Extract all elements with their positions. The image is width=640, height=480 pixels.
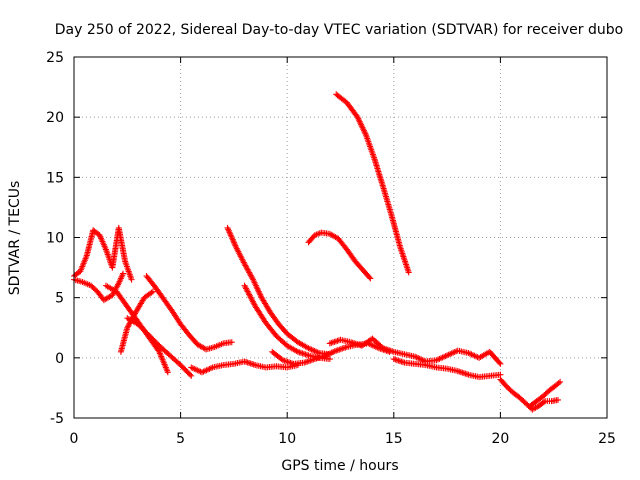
y-tick-label: 0	[55, 351, 64, 367]
data-point	[120, 270, 127, 277]
y-tick-label: 5	[55, 291, 64, 307]
data-point	[128, 276, 135, 283]
series-arc-14	[390, 356, 504, 381]
y-tick-label: 10	[46, 231, 64, 247]
x-tick-label: 20	[491, 431, 509, 447]
data-point	[188, 372, 195, 379]
x-tick-labels: 0 5 10 15 20 25	[70, 431, 616, 447]
y-tick-label: 20	[46, 110, 64, 126]
series-arc-4	[143, 273, 235, 353]
data-point	[367, 275, 374, 282]
series-arc-5	[124, 315, 195, 379]
data-points	[71, 91, 564, 413]
y-tick-labels: -5 0 5 10 15 20 25	[46, 50, 64, 427]
x-tick-label: 15	[385, 431, 403, 447]
data-point	[164, 369, 171, 376]
axis-ticks	[73, 56, 608, 419]
x-tick-label: 5	[176, 431, 185, 447]
data-point-trail	[555, 380, 562, 387]
series-arc-7	[188, 358, 301, 376]
data-point	[149, 288, 156, 295]
series-arc-8	[224, 224, 333, 358]
plot-frame	[73, 56, 608, 419]
y-tick-label: 25	[46, 50, 64, 66]
series-arc-6	[117, 288, 156, 355]
data-point	[557, 378, 564, 385]
data-point	[554, 396, 561, 403]
chart-title: Day 250 of 2022, Sidereal Day-to-day VTE…	[55, 22, 623, 38]
x-tick-label: 10	[278, 431, 296, 447]
x-tick-label: 25	[598, 431, 616, 447]
series-arc-2	[71, 270, 127, 304]
x-tick-label: 0	[70, 431, 79, 447]
data-point-trail	[148, 289, 155, 296]
x-axis-title: GPS time / hours	[281, 458, 398, 474]
series-arc-13	[326, 335, 504, 367]
data-point	[326, 356, 333, 363]
series-arc-11	[305, 229, 374, 282]
data-point	[228, 339, 235, 346]
data-point-trail	[540, 399, 547, 406]
y-axis-title: SDTVAR / TECUs	[7, 181, 23, 296]
data-point-trail	[496, 359, 503, 366]
data-point-trail	[366, 274, 373, 281]
y-tick-label: -5	[50, 411, 64, 427]
series-arc-12	[333, 91, 412, 276]
series-arc-15	[497, 376, 561, 413]
series-arc-1	[71, 224, 135, 283]
grid	[74, 57, 607, 418]
series-arc-10	[269, 340, 393, 367]
data-point	[405, 269, 412, 276]
series-arc-9	[241, 282, 333, 363]
data-point	[497, 360, 504, 367]
data-point-trail	[187, 371, 194, 378]
series-arc-16	[527, 378, 564, 409]
y-tick-label: 15	[46, 170, 64, 186]
